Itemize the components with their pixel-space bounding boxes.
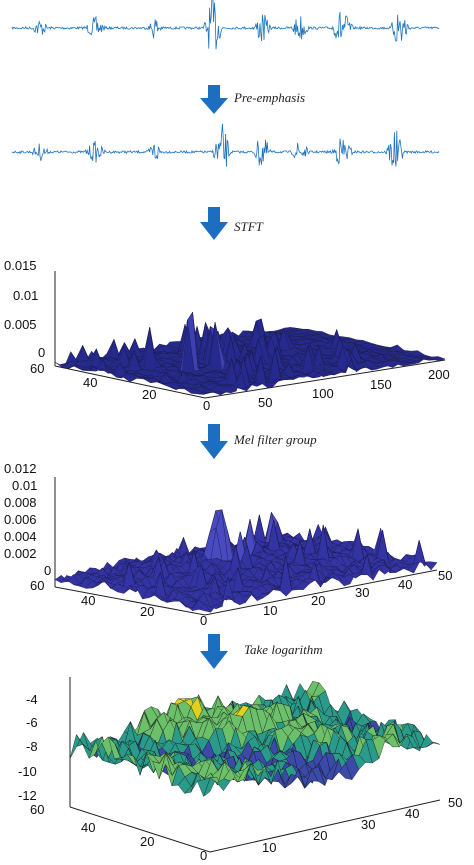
x-tick: 50: [448, 795, 462, 810]
pre-emphasized-waveform: [11, 123, 440, 167]
y-tick: 60: [30, 802, 44, 817]
z-tick: 0.01: [13, 288, 38, 303]
x-tick: 150: [370, 377, 392, 392]
z-tick: 0.004: [4, 529, 37, 544]
step-arrow-pre-emphasis: [200, 85, 228, 114]
y-tick: 60: [30, 578, 44, 593]
y-tick: 40: [81, 820, 95, 835]
x-tick: 40: [405, 806, 419, 821]
z-tick: 0.01: [12, 478, 37, 493]
step-label-pre-emphasis: Pre-emphasis: [233, 90, 305, 105]
x-tick: 30: [355, 585, 369, 600]
x-tick: 50: [438, 568, 452, 583]
y-tick: 40: [83, 375, 97, 390]
y-tick: 20: [140, 604, 154, 619]
axis-frame: [54, 359, 446, 399]
y-tick: 0: [200, 613, 207, 628]
step-arrow-mel-filter: [200, 424, 228, 459]
z-tick: -4: [26, 692, 38, 707]
log-surface-plot: -4 -6 -8 -10 -12 60 40 20 0 10 20 30 40 …: [18, 677, 462, 863]
step-label-stft: STFT: [234, 219, 264, 234]
stft-surface-plot: 0.015 0.01 0.005 0 60 40 20 0 50 100 150…: [4, 258, 450, 413]
y-tick: 20: [140, 834, 154, 849]
x-tick: 50: [258, 395, 272, 410]
waveform-trace: [11, 123, 440, 167]
step-arrow-logarithm: [200, 634, 228, 669]
x-tick: 10: [262, 840, 276, 855]
x-tick: 30: [361, 817, 375, 832]
x-tick: 200: [428, 367, 450, 382]
waveform-trace: [11, 0, 440, 50]
surface-patch: [426, 741, 441, 747]
x-tick: 100: [312, 386, 334, 401]
y-tick: 60: [30, 361, 44, 376]
surface-patch: [424, 561, 438, 571]
axis-frame: [54, 569, 438, 616]
z-tick: -8: [26, 739, 38, 754]
y-tick: 0: [200, 848, 207, 863]
x-tick: 10: [263, 603, 277, 618]
z-tick: 0.008: [4, 495, 37, 510]
surface-patch: [413, 540, 426, 565]
y-tick: 0: [203, 398, 210, 413]
z-tick: 0.005: [4, 317, 37, 332]
z-tick: -10: [18, 764, 37, 779]
y-tick: 20: [142, 387, 156, 402]
y-tick: 40: [81, 593, 95, 608]
z-tick: 0: [44, 563, 51, 578]
x-tick: 40: [398, 577, 412, 592]
step-label-mel-filter: Mel filter group: [233, 432, 317, 447]
surface-patch: [432, 356, 446, 361]
step-arrow-stft: [200, 207, 228, 240]
z-tick: 0.002: [4, 546, 37, 561]
raw-waveform: [11, 0, 440, 50]
axis-frame: [69, 799, 441, 853]
z-tick: -6: [26, 715, 38, 730]
z-tick: 0.006: [4, 512, 37, 527]
step-label-logarithm: Take logarithm: [244, 642, 323, 657]
x-tick: 20: [313, 828, 327, 843]
z-tick: -12: [18, 788, 37, 803]
mel-surface-plot: 0.012 0.01 0.008 0.006 0.004 0.002 0 60 …: [4, 461, 452, 628]
z-tick: 0.012: [4, 461, 37, 476]
x-tick: 20: [311, 593, 325, 608]
z-tick: 0.015: [4, 258, 37, 273]
z-tick: 0: [38, 345, 45, 360]
